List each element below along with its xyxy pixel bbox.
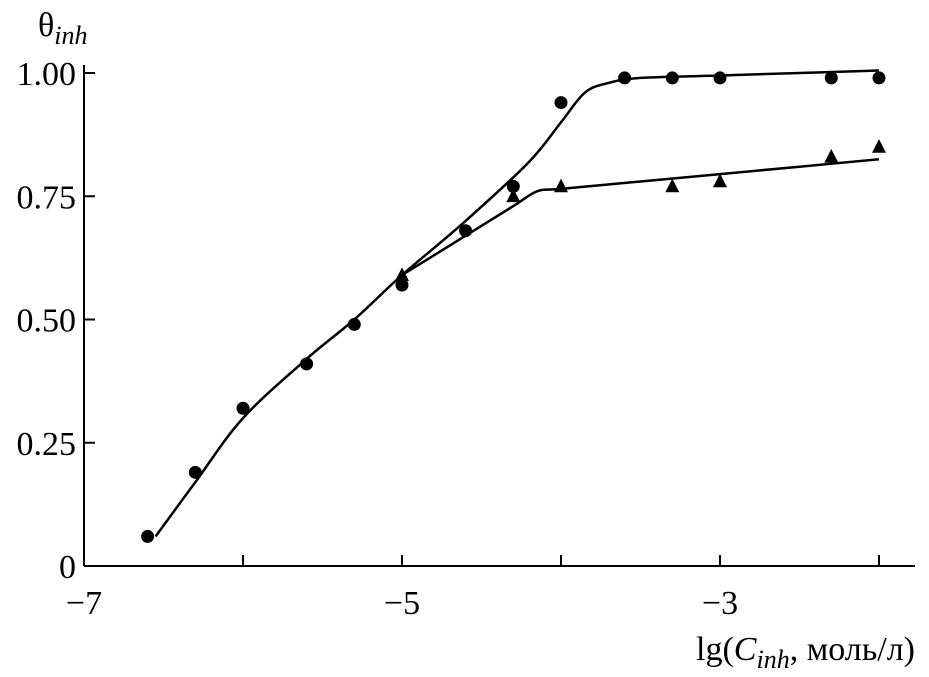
axis-titles: θinh lg(Cinh, моль/л): [38, 7, 915, 674]
x-tick-label: −5: [384, 585, 420, 622]
x-axis-title: lg(Cinh, моль/л): [696, 631, 915, 674]
data-point-circle: [347, 317, 361, 331]
data-point-circle: [665, 71, 679, 85]
x-tick-label: −3: [702, 585, 738, 622]
data-point-triangle: [554, 178, 568, 193]
fit-line-series-2: [401, 158, 880, 277]
data-point-circle: [395, 278, 409, 292]
tick-labels: 0 0.25 0.50 0.75 1.00 −7 −5 −3: [17, 56, 739, 622]
data-point-circle: [713, 71, 727, 85]
data-point-circle: [872, 71, 886, 85]
y-tick-label: 0.75: [17, 179, 77, 216]
data-point-circle: [824, 71, 838, 85]
data-point-circle: [506, 179, 520, 193]
data-point-circle: [236, 401, 250, 415]
y-tick-label: 0.25: [17, 426, 77, 463]
data-point-circle: [459, 224, 473, 238]
data-point-circle: [188, 465, 202, 479]
y-tick-label: 1.00: [17, 56, 77, 93]
data-point-triangle: [506, 188, 521, 203]
data-point-circle: [618, 71, 632, 85]
data-point-circle: [554, 96, 568, 110]
y-tick-label: 0.50: [17, 303, 77, 340]
axes: [83, 65, 915, 567]
data-point-triangle: [872, 139, 886, 153]
data-points: [141, 71, 886, 543]
fit-line-series-1: [154, 69, 880, 538]
data-point-circle: [300, 357, 314, 371]
data-point-circle: [141, 529, 155, 543]
data-point-triangle: [395, 267, 409, 281]
x-tick-label: −7: [66, 585, 102, 622]
data-point-triangle: [665, 178, 680, 193]
data-point-triangle: [713, 173, 727, 188]
data-point-triangle: [824, 149, 839, 163]
y-axis-title: θinh: [38, 7, 88, 50]
fit-curves: [154, 69, 880, 538]
y-tick-label: 0: [59, 549, 76, 586]
